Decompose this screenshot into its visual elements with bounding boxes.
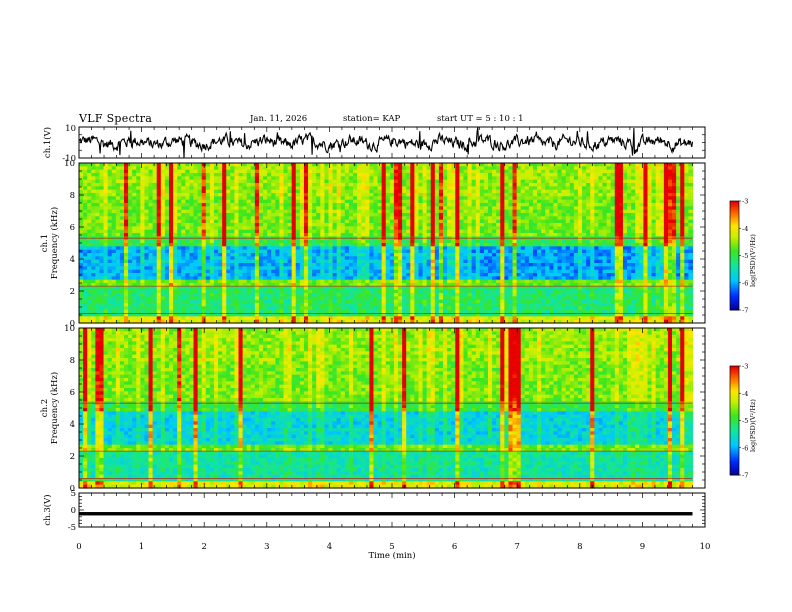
date-label: Jan. 11, 2026 bbox=[250, 114, 308, 124]
spec-ytick-label: 8 bbox=[70, 191, 75, 201]
x-tick-label: 2 bbox=[201, 542, 206, 552]
spectrogram-ylabel-channel: ch.2 bbox=[40, 399, 50, 417]
spec-ytick-label: 10 bbox=[64, 324, 75, 334]
x-tick-label: 10 bbox=[700, 542, 711, 552]
spectrogram-ylabel-frequency: Frequency (kHz) bbox=[49, 207, 60, 279]
colorbar-tick-label: -3 bbox=[742, 198, 748, 206]
x-tick-label: 1 bbox=[139, 542, 144, 552]
spec-ytick-label: 0 bbox=[70, 319, 75, 329]
start-time-label: start UT = 5 : 10 : 1 bbox=[437, 114, 524, 124]
colorbar-tick-label: -5 bbox=[742, 252, 748, 260]
ch3-ytick-label: 5 bbox=[71, 489, 76, 499]
colorbar-tick-label: -4 bbox=[742, 225, 748, 233]
colorbar-tick-label: -4 bbox=[742, 390, 748, 398]
station-label: station= KAP bbox=[343, 114, 401, 124]
ch3-ytick-label: 0 bbox=[71, 506, 76, 516]
spec-ytick-label: 2 bbox=[70, 287, 75, 297]
colorbar-tick-label: -7 bbox=[742, 472, 748, 480]
x-tick-label: 5 bbox=[389, 542, 394, 552]
x-tick-label: 9 bbox=[640, 542, 645, 552]
figure-title: VLF Spectra bbox=[79, 112, 153, 125]
x-tick-label: 0 bbox=[76, 542, 81, 552]
x-tick-label: 3 bbox=[264, 542, 269, 552]
ch3-ytick-label: -5 bbox=[68, 523, 76, 533]
x-tick-label: 7 bbox=[514, 542, 519, 552]
spec-ytick-label: 6 bbox=[70, 388, 75, 398]
spec-ytick-label: 2 bbox=[70, 452, 75, 462]
x-tick-label: 6 bbox=[452, 542, 457, 552]
ch1-ytick-label: 10 bbox=[65, 124, 76, 134]
colorbar-tick-label: -5 bbox=[742, 417, 748, 425]
ch1-ytick-label: -10 bbox=[62, 154, 76, 164]
spec-ytick-label: 6 bbox=[70, 223, 75, 233]
spec-ytick-label: 8 bbox=[70, 356, 75, 366]
colorbar-tick-label: -3 bbox=[742, 363, 748, 371]
colorbar-label: log(PSD)(V²/Hz) bbox=[749, 399, 757, 452]
ch3-ylabel: ch.3(V) bbox=[42, 494, 53, 525]
spectrogram-ylabel-channel: ch.1 bbox=[40, 234, 50, 252]
spectrogram-1-cells bbox=[79, 163, 694, 324]
x-axis-label: Time (min) bbox=[368, 550, 415, 561]
spec-ytick-label: 0 bbox=[70, 484, 75, 494]
colorbar-label: log(PSD)(V²/Hz) bbox=[749, 234, 757, 287]
spectrogram-ylabel-frequency: Frequency (kHz) bbox=[49, 372, 60, 444]
colorbar-tick-label: -6 bbox=[742, 444, 748, 452]
spec-ytick-label: 4 bbox=[70, 420, 75, 430]
spectrogram-2-cells bbox=[79, 328, 694, 489]
ch1-waveform-line bbox=[78, 127, 694, 158]
x-tick-label: 4 bbox=[327, 542, 332, 552]
ch1-ylabel: ch.1(V) bbox=[42, 127, 53, 158]
spec-ytick-label: 4 bbox=[70, 255, 75, 265]
ch3-waveform-frame bbox=[78, 492, 706, 528]
colorbar-tick-label: -7 bbox=[742, 307, 748, 315]
spec-ytick-label: 10 bbox=[64, 159, 75, 169]
colorbar-tick-label: -6 bbox=[742, 279, 748, 287]
x-tick-label: 8 bbox=[577, 542, 582, 552]
ch3-waveform-band bbox=[79, 512, 693, 516]
